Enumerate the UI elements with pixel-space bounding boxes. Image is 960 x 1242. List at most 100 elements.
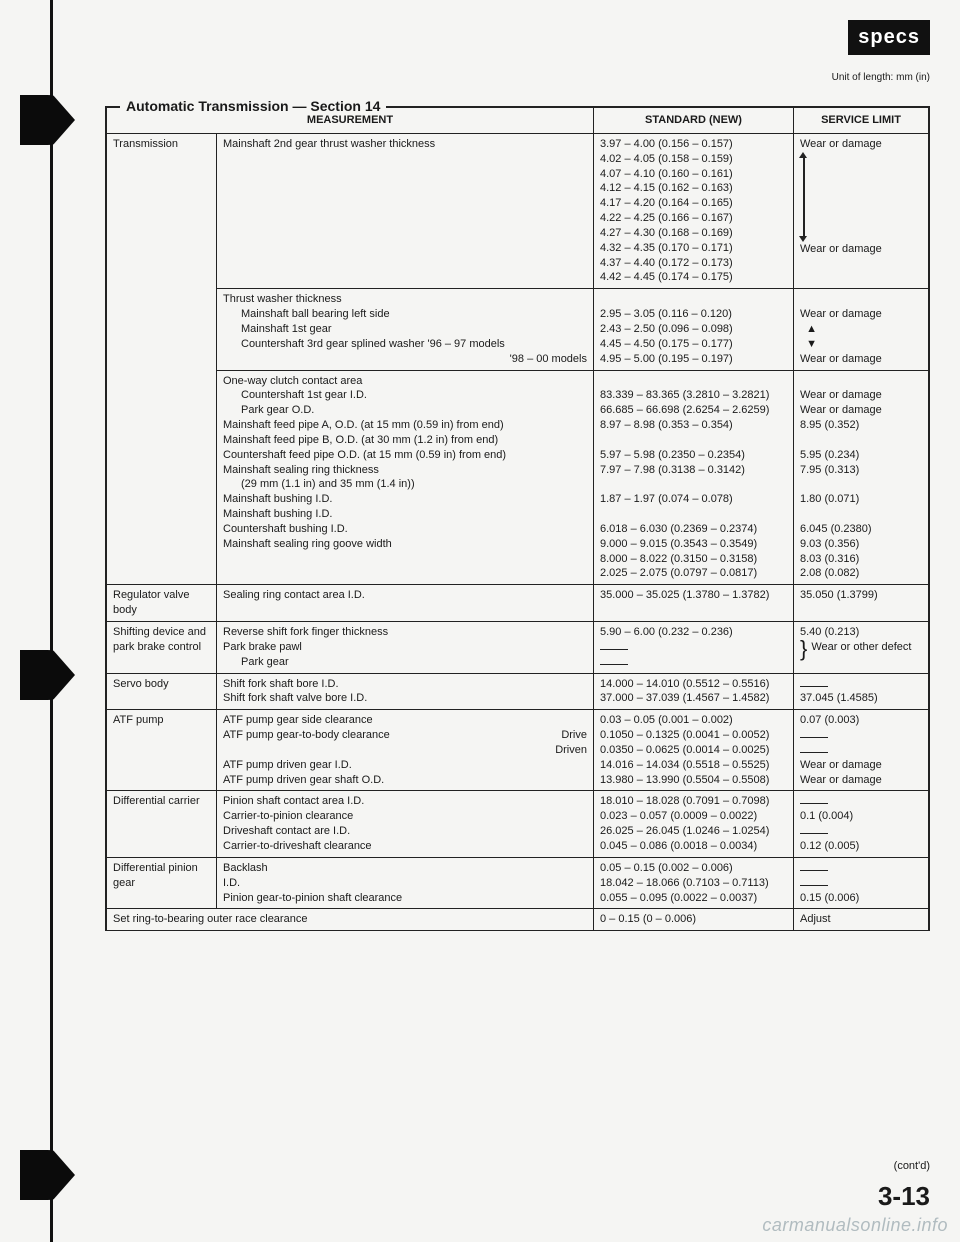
std-val: 2.025 – 2.075 (0.0797 – 0.0817) — [600, 567, 757, 579]
measurement-item: Countershaft 3rd gear splined washer '96… — [223, 337, 587, 352]
std-val: 4.95 – 5.00 (0.195 – 0.197) — [600, 353, 733, 365]
component-cell: ATF pump — [107, 710, 217, 791]
limit-cell: 35.050 (1.3799) — [794, 585, 929, 622]
limit-cell: Wear or damage Wear or damage 8.95 (0.35… — [794, 370, 929, 585]
limit-cell: Wear or damage ▲ ▼ Wear or damage — [794, 289, 929, 370]
table-row: Thrust washer thickness Mainshaft ball b… — [107, 289, 929, 370]
limit-text: Wear or damage — [800, 759, 882, 771]
unit-label: Unit of length: mm (in) — [832, 72, 930, 83]
table-row: Differential pinion gear Backlash I.D. P… — [107, 857, 929, 909]
table-row: Differential carrier Pinion shaft contac… — [107, 791, 929, 857]
measurement-cell: Sealing ring contact area I.D. — [217, 585, 594, 622]
component-cell: Servo body — [107, 673, 217, 710]
specs-badge: specs — [848, 20, 930, 55]
measurement-title: One-way clutch contact area — [223, 375, 362, 387]
table-row: Set ring-to-bearing outer race clearance… — [107, 909, 929, 931]
measurement-cell: Reverse shift fork finger thickness Park… — [217, 622, 594, 674]
measurement-item: I.D. — [223, 877, 240, 889]
binder-tab — [20, 650, 75, 700]
table-row: Transmission Mainshaft 2nd gear thrust w… — [107, 133, 929, 288]
measurement-item: Driveshaft contact are I.D. — [223, 825, 350, 837]
std-val: 2.95 – 3.05 (0.116 – 0.120) — [600, 308, 732, 320]
std-val: 8.97 – 8.98 (0.353 – 0.354) — [600, 419, 733, 431]
measurement-item: Mainshaft feed pipe B, O.D. (at 30 mm (1… — [223, 434, 498, 446]
std-val: 9.000 – 9.015 (0.3543 – 0.3549) — [600, 538, 757, 550]
limit-cell: 0.07 (0.003) Wear or damage Wear or dama… — [794, 710, 929, 791]
measurement-item: Countershaft 1st gear I.D. — [223, 388, 587, 403]
limit-text: Wear or other defect — [811, 640, 911, 655]
limit-text: Wear or damage — [800, 774, 882, 786]
std-val: 66.685 – 66.698 (2.6254 – 2.6259) — [600, 404, 769, 416]
std-val: 1.87 – 1.97 (0.074 – 0.078) — [600, 493, 733, 505]
spec-table: MEASUREMENT STANDARD (NEW) SERVICE LIMIT… — [106, 107, 929, 931]
component-cell: Transmission — [107, 133, 217, 584]
measurement-item: ATF pump driven gear I.D. — [223, 759, 352, 771]
measurement-item: Park gear — [223, 655, 587, 670]
measurement-item: Shift fork shaft bore I.D. — [223, 678, 339, 690]
continued-label: (cont'd) — [894, 1160, 930, 1172]
limit-text: 6.045 (0.2380) — [800, 523, 872, 535]
std-val: 18.042 – 18.066 (0.7103 – 0.7113) — [600, 877, 769, 889]
standard-cell: 0 – 0.15 (0 – 0.006) — [594, 909, 794, 931]
measurement-cell: Pinion shaft contact area I.D. Carrier-t… — [217, 791, 594, 857]
spec-table-frame: MEASUREMENT STANDARD (NEW) SERVICE LIMIT… — [105, 106, 930, 931]
limit-cell: Wear or damage Wear or damage — [794, 133, 929, 288]
std-val: 6.018 – 6.030 (0.2369 – 0.2374) — [600, 523, 757, 535]
measurement-item: Park brake pawl — [223, 641, 302, 653]
std-val: 8.000 – 8.022 (0.3150 – 0.3158) — [600, 553, 757, 565]
standard-cell: 83.339 – 83.365 (3.2810 – 3.2821) 66.685… — [594, 370, 794, 585]
std-val: 83.339 – 83.365 (3.2810 – 3.2821) — [600, 389, 769, 401]
measurement-item: '98 – 00 models — [223, 352, 587, 367]
limit-text: 8.95 (0.352) — [800, 419, 859, 431]
limit-text: Wear or damage — [800, 243, 882, 255]
measurement-cell: Set ring-to-bearing outer race clearance — [107, 909, 594, 931]
component-cell: Differential pinion gear — [107, 857, 217, 909]
dash-icon — [800, 752, 828, 753]
dash-icon — [600, 649, 628, 650]
limit-text: 0.15 (0.006) — [800, 892, 859, 904]
measurement-item: Mainshaft bushing I.D. — [223, 493, 332, 505]
std-val: 0.05 – 0.15 (0.002 – 0.006) — [600, 862, 733, 874]
limit-cell: 5.40 (0.213) }Wear or other defect — [794, 622, 929, 674]
page-body: specs Unit of length: mm (in) Automatic … — [85, 20, 930, 1212]
watermark: carmanualsonline.info — [762, 1215, 948, 1236]
std-val: 0.045 – 0.086 (0.0018 – 0.0034) — [600, 840, 757, 852]
standard-cell: 14.000 – 14.010 (0.5512 – 0.5516) 37.000… — [594, 673, 794, 710]
std-val: 5.90 – 6.00 (0.232 – 0.236) — [600, 626, 733, 638]
std-val: 7.97 – 7.98 (0.3138 – 0.3142) — [600, 464, 745, 476]
table-row: ATF pump ATF pump gear side clearance AT… — [107, 710, 929, 791]
measurement-item: Carrier-to-driveshaft clearance — [223, 840, 372, 852]
dash-icon — [800, 833, 828, 834]
limit-text: 0.12 (0.005) — [800, 840, 859, 852]
measurement-title: Thrust washer thickness — [223, 293, 342, 305]
limit-text: Wear or damage — [800, 353, 882, 365]
measurement-cell: Thrust washer thickness Mainshaft ball b… — [217, 289, 594, 370]
standard-cell: 5.90 – 6.00 (0.232 – 0.236) — [594, 622, 794, 674]
limit-text: 5.95 (0.234) — [800, 449, 859, 461]
measurement-item: Backlash — [223, 862, 268, 874]
component-cell: Regulator valve body — [107, 585, 217, 622]
std-val: 26.025 – 26.045 (1.0246 – 1.0254) — [600, 825, 769, 837]
std-val: 0.03 – 0.05 (0.001 – 0.002) — [600, 714, 733, 726]
dash-icon — [600, 664, 628, 665]
measurement-item: (29 mm (1.1 in) and 35 mm (1.4 in)) — [223, 477, 587, 492]
limit-text: 37.045 (1.4585) — [800, 692, 878, 704]
measurement-item: Countershaft feed pipe O.D. (at 15 mm (0… — [223, 449, 506, 461]
table-row: Regulator valve body Sealing ring contac… — [107, 585, 929, 622]
std-val: 37.000 – 37.039 (1.4567 – 1.4582) — [600, 692, 769, 704]
standard-cell: 35.000 – 35.025 (1.3780 – 1.3782) — [594, 585, 794, 622]
limit-text: 7.95 (0.313) — [800, 464, 859, 476]
std-val: 0.055 – 0.095 (0.0022 – 0.0037) — [600, 892, 757, 904]
measurement-item: Park gear O.D. — [223, 403, 587, 418]
component-cell: Shifting device and park brake control — [107, 622, 217, 674]
standard-cell: 18.010 – 18.028 (0.7091 – 0.7098) 0.023 … — [594, 791, 794, 857]
standard-cell: 0.03 – 0.05 (0.001 – 0.002) 0.1050 – 0.1… — [594, 710, 794, 791]
brace-icon: } — [800, 640, 807, 658]
std-val: 18.010 – 18.028 (0.7091 – 0.7098) — [600, 795, 769, 807]
limit-text: Wear or damage — [800, 389, 882, 401]
limit-text: 1.80 (0.071) — [800, 493, 859, 505]
measurement-item: Mainshaft 1st gear — [223, 322, 587, 337]
dash-icon — [800, 803, 828, 804]
limit-cell: 0.1 (0.004) 0.12 (0.005) — [794, 791, 929, 857]
limit-cell: Adjust — [794, 909, 929, 931]
